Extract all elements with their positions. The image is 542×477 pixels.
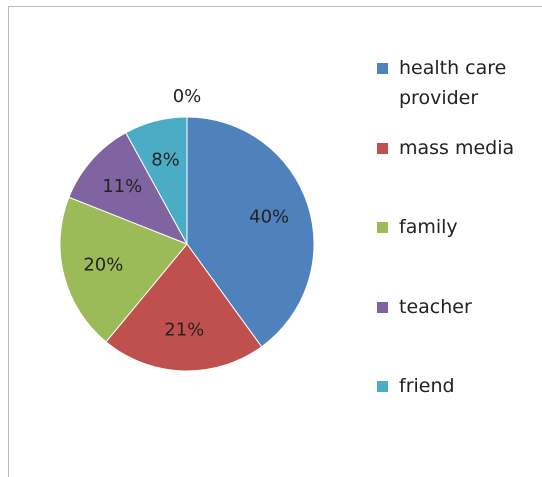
data-label: 0% [173, 86, 202, 107]
data-label: 8% [151, 149, 180, 170]
legend-swatch [377, 381, 388, 392]
legend-swatch [377, 301, 388, 313]
legend-item: teacher [377, 292, 527, 322]
frame [8, 6, 542, 477]
data-label: 11% [102, 176, 142, 197]
legend-label: friend [399, 375, 455, 397]
data-label: 21% [164, 319, 204, 340]
legend-swatch [377, 142, 388, 154]
legend-swatch [377, 222, 388, 233]
legend-label: health care provider [399, 57, 507, 109]
pie-slice [125, 116, 188, 245]
data-label: 20% [83, 254, 123, 275]
pie-slice [186, 116, 315, 348]
legend-item: friend [377, 371, 527, 401]
data-label: 40% [249, 206, 289, 227]
legend-item: mass media [377, 133, 527, 163]
legend-item: health care provider [377, 53, 527, 113]
pie-slice [105, 243, 263, 372]
legend-item: family [377, 212, 527, 242]
legend-label: mass media [399, 136, 515, 159]
pie-slice [59, 196, 188, 343]
legend-label: family [399, 216, 458, 238]
legend-label: teacher [399, 295, 472, 318]
pie-slice [68, 132, 189, 245]
legend-swatch [377, 63, 388, 74]
